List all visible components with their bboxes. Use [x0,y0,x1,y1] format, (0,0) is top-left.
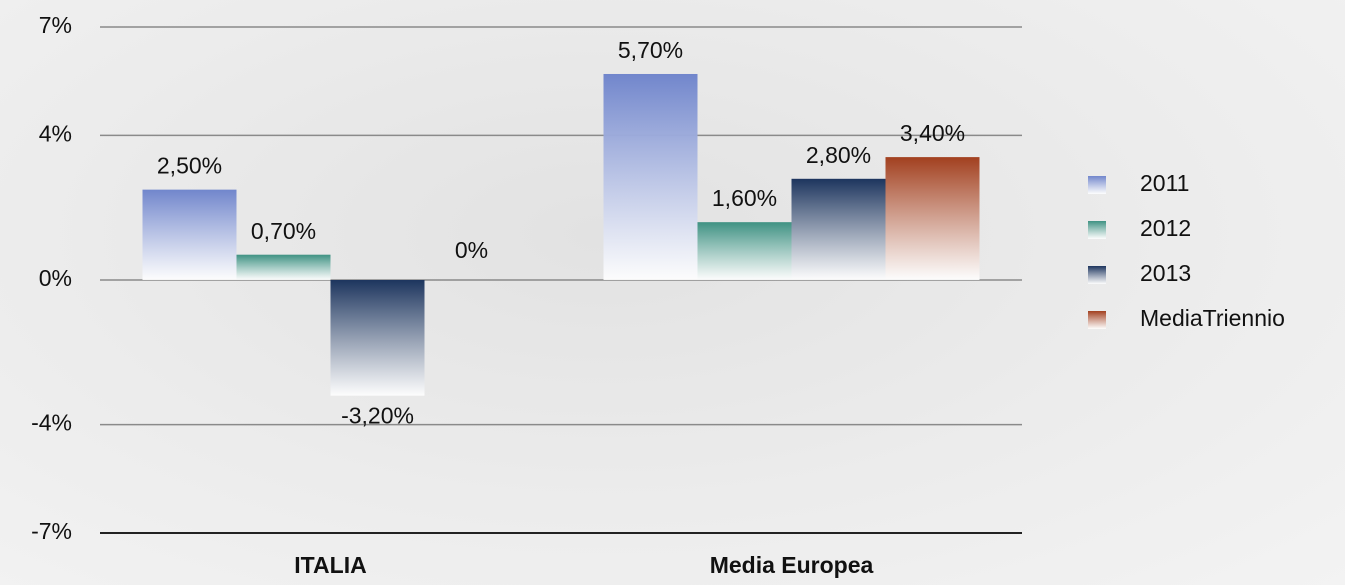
y-tick-label: 0% [39,265,72,291]
y-tick-label: 4% [39,121,72,147]
value-label: 3,40% [900,120,965,146]
y-tick-label: -4% [31,410,72,436]
bar [791,178,886,280]
value-label: 2,50% [157,153,222,179]
legend-label: MediaTriennio [1140,305,1285,331]
value-label: 0,70% [251,218,316,244]
value-label: -3,20% [341,403,414,429]
value-label: 2,80% [806,142,871,168]
x-tick-label: Media Europea [710,552,874,578]
value-label: 0% [455,237,488,263]
value-label: 1,60% [712,185,777,211]
x-tick-label: ITALIA [294,552,366,578]
bar [236,254,331,280]
legend-swatch [1088,311,1106,329]
legend-swatch [1088,221,1106,239]
legend-label: 2012 [1140,215,1191,241]
legend-label: 2013 [1140,260,1191,286]
legend-label: 2011 [1140,170,1189,196]
bar [603,73,698,280]
bar [697,222,792,280]
y-tick-label: 7% [39,12,72,38]
y-tick-label: -7% [31,518,72,544]
legend-swatch [1088,266,1106,284]
bar [330,280,425,396]
bar [885,157,980,280]
bar [142,189,237,280]
legend-swatch [1088,176,1106,194]
value-label: 5,70% [618,37,683,63]
